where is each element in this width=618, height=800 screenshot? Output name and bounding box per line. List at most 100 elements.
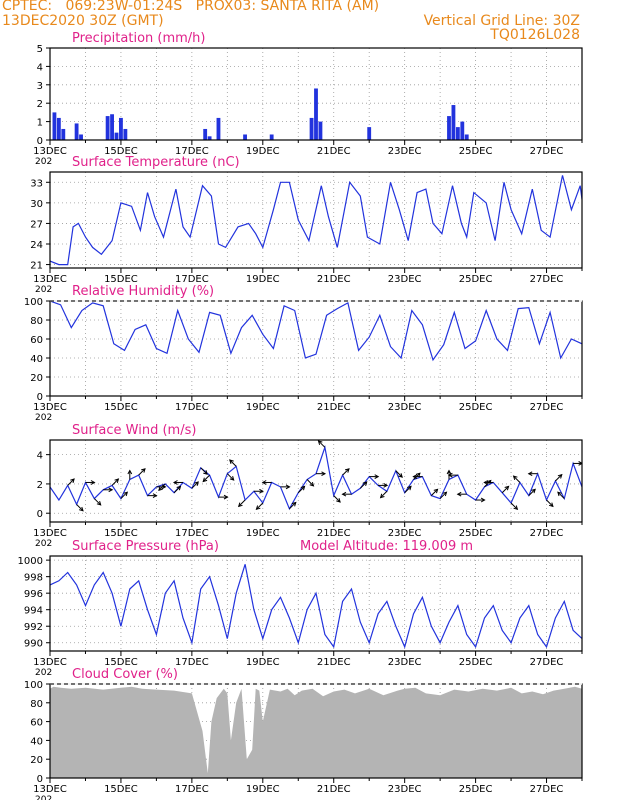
- x-tick-label: 23DEC: [388, 402, 422, 413]
- precip-bar: [309, 117, 314, 140]
- x-corner-label: 202: [35, 413, 52, 423]
- precip-bar: [464, 134, 469, 140]
- wind-vector: [430, 488, 439, 496]
- wind-vector: [202, 474, 210, 483]
- precip-bar: [455, 127, 460, 140]
- x-tick-label: 17DEC: [175, 784, 209, 795]
- wind-vector: [475, 497, 486, 503]
- x-tick-label: 27DEC: [530, 657, 564, 668]
- y-tick-label: 994: [24, 606, 43, 617]
- precip-bar: [114, 132, 119, 140]
- precip-bar: [105, 116, 110, 140]
- y-tick-label: 0: [37, 774, 43, 785]
- series-line: [50, 301, 582, 362]
- plot-data: [50, 301, 582, 362]
- y-tick-label: 21: [30, 261, 43, 272]
- y-tick-label: 0: [37, 392, 43, 403]
- date-label: 13DEC2020 30Z (GMT): [2, 13, 164, 29]
- y-tick-label: 5: [37, 44, 43, 55]
- wind-vector: [404, 485, 412, 494]
- x-tick-label: 27DEC: [530, 402, 564, 413]
- wind-vector: [306, 479, 315, 487]
- precip-bar: [207, 136, 212, 140]
- x-tick-label: 23DEC: [388, 528, 422, 539]
- panel-title: Surface Pressure (hPa): [72, 539, 219, 554]
- y-tick-label: 0: [37, 136, 43, 147]
- wind-vector: [412, 474, 423, 479]
- x-tick-label: 21DEC: [317, 146, 351, 157]
- x-corner-label: 202: [35, 157, 52, 167]
- x-tick-label: 15DEC: [104, 402, 138, 413]
- wind-vector: [297, 485, 306, 494]
- wind-vector: [103, 487, 114, 493]
- vertical-grid-label: Vertical Grid Line: 30Z: [423, 13, 580, 29]
- y-tick-label: 996: [24, 589, 43, 600]
- y-tick-label: 100: [24, 297, 43, 308]
- x-tick-label: 17DEC: [175, 146, 209, 157]
- y-tick-label: 4: [37, 62, 43, 73]
- x-tick-label: 19DEC: [246, 528, 280, 539]
- x-tick-label: 13DEC: [33, 657, 67, 668]
- x-tick-label: 13DEC: [33, 274, 67, 285]
- y-tick-label: 2: [37, 99, 43, 110]
- wind-vector: [218, 494, 229, 500]
- y-tick-label: 24: [30, 240, 43, 251]
- precip-bar: [203, 128, 208, 140]
- wind-vector: [379, 490, 388, 499]
- wind-vector: [76, 504, 84, 512]
- x-tick-label: 15DEC: [104, 784, 138, 795]
- panel-cloud-cover: 0 20 40 60 80 100 13DEC 15DEC 17DEC 19DEC 21DEC 23D…: [24, 667, 583, 800]
- x-tick-label: 21DEC: [317, 784, 351, 795]
- x-tick-label: 21DEC: [317, 274, 351, 285]
- precip-bar: [56, 117, 61, 140]
- y-tick-label: 4: [37, 451, 43, 462]
- x-corner-label: 202: [35, 795, 52, 800]
- precip-bar: [52, 112, 57, 140]
- wind-vector: [378, 483, 389, 488]
- wind-vector: [510, 502, 519, 511]
- wind-vector: [359, 481, 368, 489]
- wind-vector: [147, 493, 158, 499]
- y-tick-label: 2: [37, 480, 43, 491]
- x-tick-label: 13DEC: [33, 402, 67, 413]
- panel-temperature: 21 24 27 30 33 13DEC 15DEC 17DEC 19DEC 21DEC 23DEC…: [30, 155, 583, 295]
- wind-vector: [261, 480, 272, 485]
- y-tick-label: 998: [24, 573, 43, 584]
- wind-vector: [527, 471, 538, 477]
- x-tick-label: 21DEC: [317, 657, 351, 668]
- wind-vector: [229, 459, 237, 467]
- x-tick-label: 17DEC: [175, 528, 209, 539]
- y-tick-label: 992: [24, 622, 43, 633]
- wind-vector: [342, 468, 350, 476]
- panel-title: Surface Wind (m/s): [72, 423, 196, 438]
- y-tick-label: 0: [37, 509, 43, 520]
- wind-vector: [237, 499, 246, 508]
- y-tick-label: 27: [30, 219, 43, 230]
- y-tick-label: 990: [24, 639, 43, 650]
- wind-vector: [316, 471, 327, 477]
- panel-frame: [49, 300, 583, 397]
- wind-vector: [289, 501, 297, 510]
- wind-vector: [555, 473, 563, 482]
- wind-vector: [191, 481, 199, 489]
- wind-vector: [447, 472, 458, 478]
- x-tick-label: 25DEC: [459, 402, 493, 413]
- precip-bar: [460, 121, 465, 140]
- x-tick-label: 25DEC: [459, 274, 493, 285]
- station-info: CPTEC: 069:23W-01:24S PROX03: SANTA RITA…: [2, 0, 380, 14]
- y-tick-label: 60: [30, 335, 43, 346]
- model-id: TQ0126L028: [490, 27, 580, 43]
- x-tick-label: 15DEC: [104, 146, 138, 157]
- wind-vector: [484, 479, 492, 488]
- precip-bar: [314, 88, 318, 140]
- wind-vector: [395, 470, 403, 478]
- y-tick-label: 40: [30, 736, 43, 747]
- wind-vector: [456, 491, 467, 497]
- wind-vector: [200, 467, 208, 475]
- plot-data: [50, 440, 582, 512]
- series-line: [50, 564, 582, 649]
- x-tick-label: 27DEC: [530, 146, 564, 157]
- y-tick-label: 100: [24, 680, 43, 691]
- x-tick-label: 15DEC: [104, 274, 138, 285]
